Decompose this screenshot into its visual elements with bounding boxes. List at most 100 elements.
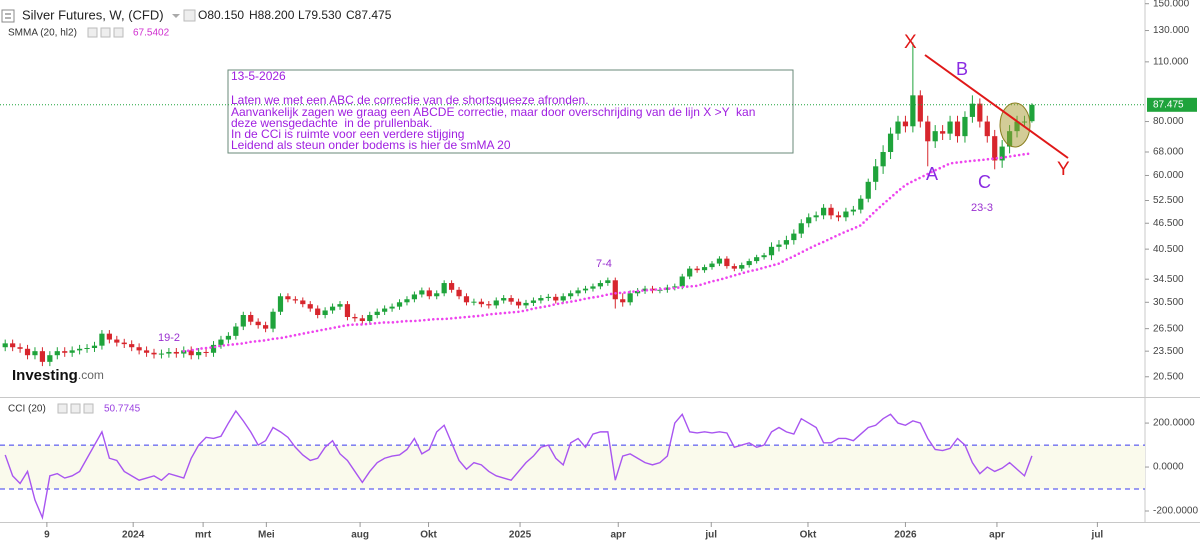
y-tick-label: 30.500 xyxy=(1153,297,1184,308)
candle-body xyxy=(441,283,447,294)
price-tag-label: 87.475 xyxy=(1153,99,1184,110)
candle-body xyxy=(739,265,745,269)
candle-body xyxy=(367,315,373,322)
candle-body xyxy=(538,298,544,301)
annotation: Y xyxy=(1057,159,1070,180)
note-line: Aanvankelijk zagen we graag een ABCDE co… xyxy=(231,105,755,119)
candle-body xyxy=(724,258,730,267)
x-tick-label: jul xyxy=(1091,530,1104,541)
candle-body xyxy=(426,290,432,297)
price-tag xyxy=(1147,97,1197,112)
y-tick-label: 23.500 xyxy=(1153,346,1184,357)
candle-body xyxy=(203,351,209,353)
candle-body xyxy=(471,301,477,303)
candle-body xyxy=(590,286,596,289)
indicator-icon[interactable] xyxy=(57,403,68,414)
candle-body xyxy=(225,335,232,340)
x-tick-label: Okt xyxy=(800,530,817,541)
candle-body xyxy=(553,296,559,301)
candle-body xyxy=(151,352,157,355)
x-tick-label: apr xyxy=(989,530,1005,541)
menu-icon[interactable] xyxy=(1,9,15,23)
indicator-icon[interactable] xyxy=(113,27,124,38)
note-line: 13-5-2026 xyxy=(231,69,286,83)
dropdown-icon[interactable] xyxy=(172,14,180,18)
note-box xyxy=(227,69,794,154)
y-tick-label: 110.000 xyxy=(1153,56,1189,67)
candle-body xyxy=(411,294,418,300)
x-tick-label: 2026 xyxy=(894,530,917,541)
candle-body xyxy=(54,351,60,356)
candle-body xyxy=(218,339,224,345)
x-tick-label: 2024 xyxy=(122,530,145,541)
y-tick-label: 34.500 xyxy=(1153,274,1184,285)
annotation: C xyxy=(978,172,991,192)
candle-body xyxy=(337,304,343,307)
y-tick-label: 68.000 xyxy=(1153,147,1184,158)
candle-body xyxy=(992,136,998,161)
candle-body xyxy=(114,339,120,343)
candle-body xyxy=(285,296,291,300)
candle-body xyxy=(136,347,142,351)
note: 13-5-2026 Laten we met een ABC de correc… xyxy=(227,69,794,154)
candle-body xyxy=(2,343,8,348)
y-tick-label: -200.0000 xyxy=(1153,506,1198,517)
candle-body xyxy=(277,296,284,312)
header: Silver Futures, W, (CFD) O80.150 H88.200… xyxy=(1,7,392,415)
indicator-name: SMMA (20, hl2) xyxy=(8,28,77,39)
candle-body xyxy=(456,289,462,297)
candle-body xyxy=(508,298,514,302)
candle-body xyxy=(880,152,886,167)
candle-body xyxy=(582,288,589,291)
candle-body xyxy=(322,310,328,316)
candle-body xyxy=(999,146,1005,161)
indicator-icon[interactable] xyxy=(83,403,94,414)
logo-text: .com xyxy=(78,368,104,382)
candle-body xyxy=(32,351,38,356)
x-tick-label: Mei xyxy=(258,530,275,541)
candle-body xyxy=(352,316,358,319)
candle-body xyxy=(359,318,365,322)
settings-icon[interactable] xyxy=(183,9,196,22)
candle-body xyxy=(515,301,522,306)
indicator-icon[interactable] xyxy=(70,403,81,414)
ohlc-label: L79.530 xyxy=(298,8,342,22)
candle-body xyxy=(887,133,894,153)
candle-body xyxy=(39,351,46,362)
candle-body xyxy=(99,333,105,346)
candle-body xyxy=(315,308,321,316)
smma-line xyxy=(182,151,1034,353)
candle-body xyxy=(910,95,916,127)
candle-body xyxy=(605,280,611,284)
candle-body xyxy=(448,283,455,290)
candle-body xyxy=(434,293,440,297)
candle-body xyxy=(932,131,938,142)
y-tick-label: 20.500 xyxy=(1153,371,1184,382)
annotation: 23-3 xyxy=(971,202,993,214)
candle-body xyxy=(917,95,923,122)
candle-body xyxy=(374,311,380,316)
candle-body xyxy=(925,121,931,142)
candle-body xyxy=(240,315,246,327)
y-tick-label: 200.0000 xyxy=(1153,418,1195,429)
candle-body xyxy=(820,207,827,216)
candle-body xyxy=(173,351,179,354)
candle-body xyxy=(947,121,953,134)
candle-body xyxy=(776,244,782,247)
candle-body xyxy=(687,268,693,277)
candle-body xyxy=(486,304,492,306)
candle-body xyxy=(300,300,306,305)
candle-body xyxy=(344,304,351,317)
candle-body xyxy=(783,240,790,245)
candle-body xyxy=(873,166,879,182)
indicator-icon[interactable] xyxy=(87,27,98,38)
candle-body xyxy=(121,342,127,345)
candle-body xyxy=(188,350,194,356)
candle-body xyxy=(768,246,775,256)
candle-body xyxy=(716,258,723,264)
candle-body xyxy=(158,353,165,355)
y-tick-label: 52.500 xyxy=(1153,195,1184,206)
candle-body xyxy=(672,286,678,288)
indicator-icon[interactable] xyxy=(100,27,111,38)
